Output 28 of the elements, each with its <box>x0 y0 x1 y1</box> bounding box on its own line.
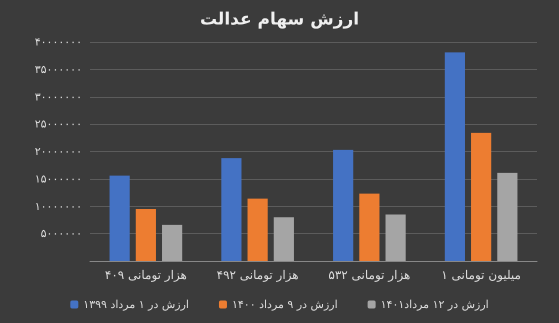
y-tick-label: ۱۰۰۰۰۰۰۰ <box>34 200 82 213</box>
legend-label: ارزش در ۱۲ مرداد۱۴۰۱ <box>380 298 489 311</box>
bar <box>274 217 294 261</box>
y-tick-label: ۵۰۰۰۰۰۰ <box>40 227 82 240</box>
chart-title: ارزش سهام عدالت <box>200 10 360 30</box>
legend-label: ارزش در ۹ مرداد ۱۴۰۰ <box>232 298 338 311</box>
bar <box>359 194 380 261</box>
y-tick-label: ۲۰۰۰۰۰۰۰ <box>34 145 82 158</box>
bar <box>444 52 465 261</box>
x-tick-label: ۴۰۹ هزار تومانی <box>104 268 187 282</box>
legend-label: ارزش در ۱ مرداد ۱۳۹۹ <box>83 298 189 311</box>
x-tick-label: ۵۳۲ هزار تومانی <box>328 268 410 282</box>
bar <box>386 214 406 261</box>
y-tick-label: ۲۵۰۰۰۰۰۰ <box>34 118 82 131</box>
x-tick-label: ۱ میلیون تومانی <box>441 268 521 282</box>
bar <box>221 158 242 261</box>
y-tick-label: ۴۰۰۰۰۰۰۰ <box>34 36 82 48</box>
bar <box>136 208 156 261</box>
y-tick-label: ۱۵۰۰۰۰۰۰ <box>34 172 82 186</box>
bar <box>333 150 354 261</box>
bar <box>471 132 492 261</box>
x-tick-label: ۴۹۲ هزار تومانی <box>216 268 299 282</box>
bar <box>162 224 182 261</box>
bar <box>248 198 268 261</box>
y-tick-label: ۳۰۰۰۰۰۰۰ <box>34 90 82 104</box>
bar <box>497 172 518 261</box>
bar <box>110 176 130 261</box>
y-tick-label: ۳۵۰۰۰۰۰۰ <box>34 62 82 76</box>
